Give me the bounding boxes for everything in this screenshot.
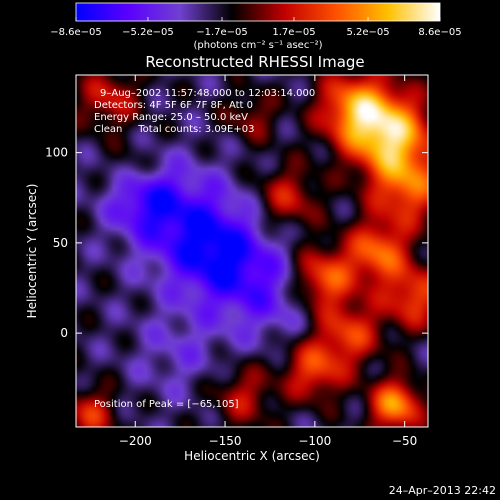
x-axis-label: Heliocentric X (arcsec): [184, 449, 320, 463]
y-axis-label: Heliocentric Y (arcsec): [25, 184, 39, 319]
colorbar-tick-label: 8.6e−05: [418, 27, 461, 38]
y-tick-label: 50: [53, 236, 68, 250]
chart-title: Reconstructed RHESSI Image: [145, 53, 364, 71]
annotation-block: 9–Aug–2002 11:57:48.000 to 12:03:14.000 …: [94, 88, 315, 135]
colorbar: −8.6e−05 −5.2e−05 −1.7e−05 1.7e−05 5.2e−05 8.…: [50, 2, 462, 51]
y-tick-label: 100: [45, 146, 68, 160]
annotation-clean-counts: Clean Total counts: 3.09E+03: [94, 124, 254, 135]
x-tick-label: −100: [298, 434, 331, 448]
footer-timestamp: 24–Apr–2013 22:42: [389, 484, 496, 497]
colorbar-tick-label: 5.2e−05: [346, 27, 389, 38]
y-tick-label: 0: [60, 326, 68, 340]
colorbar-strip: [75, 2, 441, 22]
x-tick-label: −150: [209, 434, 242, 448]
colorbar-tick-label: −8.6e−05: [50, 27, 102, 38]
colorbar-tick-label: −5.2e−05: [122, 27, 174, 38]
annotation-time-range: 9–Aug–2002 11:57:48.000 to 12:03:14.000: [100, 88, 315, 99]
x-tick-label: −50: [392, 434, 417, 448]
heatmap-image: [76, 75, 428, 427]
peak-position-label: Position of Peak = [−65,105]: [94, 399, 239, 410]
colorbar-ticks: [75, 17, 441, 21]
colorbar-tick-label: 1.7e−05: [272, 27, 315, 38]
colorbar-unit-label: (photons cm⁻² s⁻¹ asec⁻²): [193, 40, 322, 51]
plot-area: [75, 74, 429, 428]
plot-frame: [75, 74, 429, 428]
annotation-energy-range: Energy Range: 25.0 – 50.0 keV: [94, 112, 248, 123]
x-axis-ticks: −200 −150 −100 −50: [119, 75, 417, 448]
annotation-detectors: Detectors: 4F 5F 6F 7F 8F, Att 0: [94, 100, 253, 111]
colorbar-tick-label: −1.7e−05: [196, 27, 248, 38]
x-tick-label: −200: [119, 434, 152, 448]
colorbar-tick-labels: −8.6e−05 −5.2e−05 −1.7e−05 1.7e−05 5.2e−05 8.…: [50, 27, 461, 38]
y-axis-ticks: 0 50 100: [45, 146, 428, 340]
